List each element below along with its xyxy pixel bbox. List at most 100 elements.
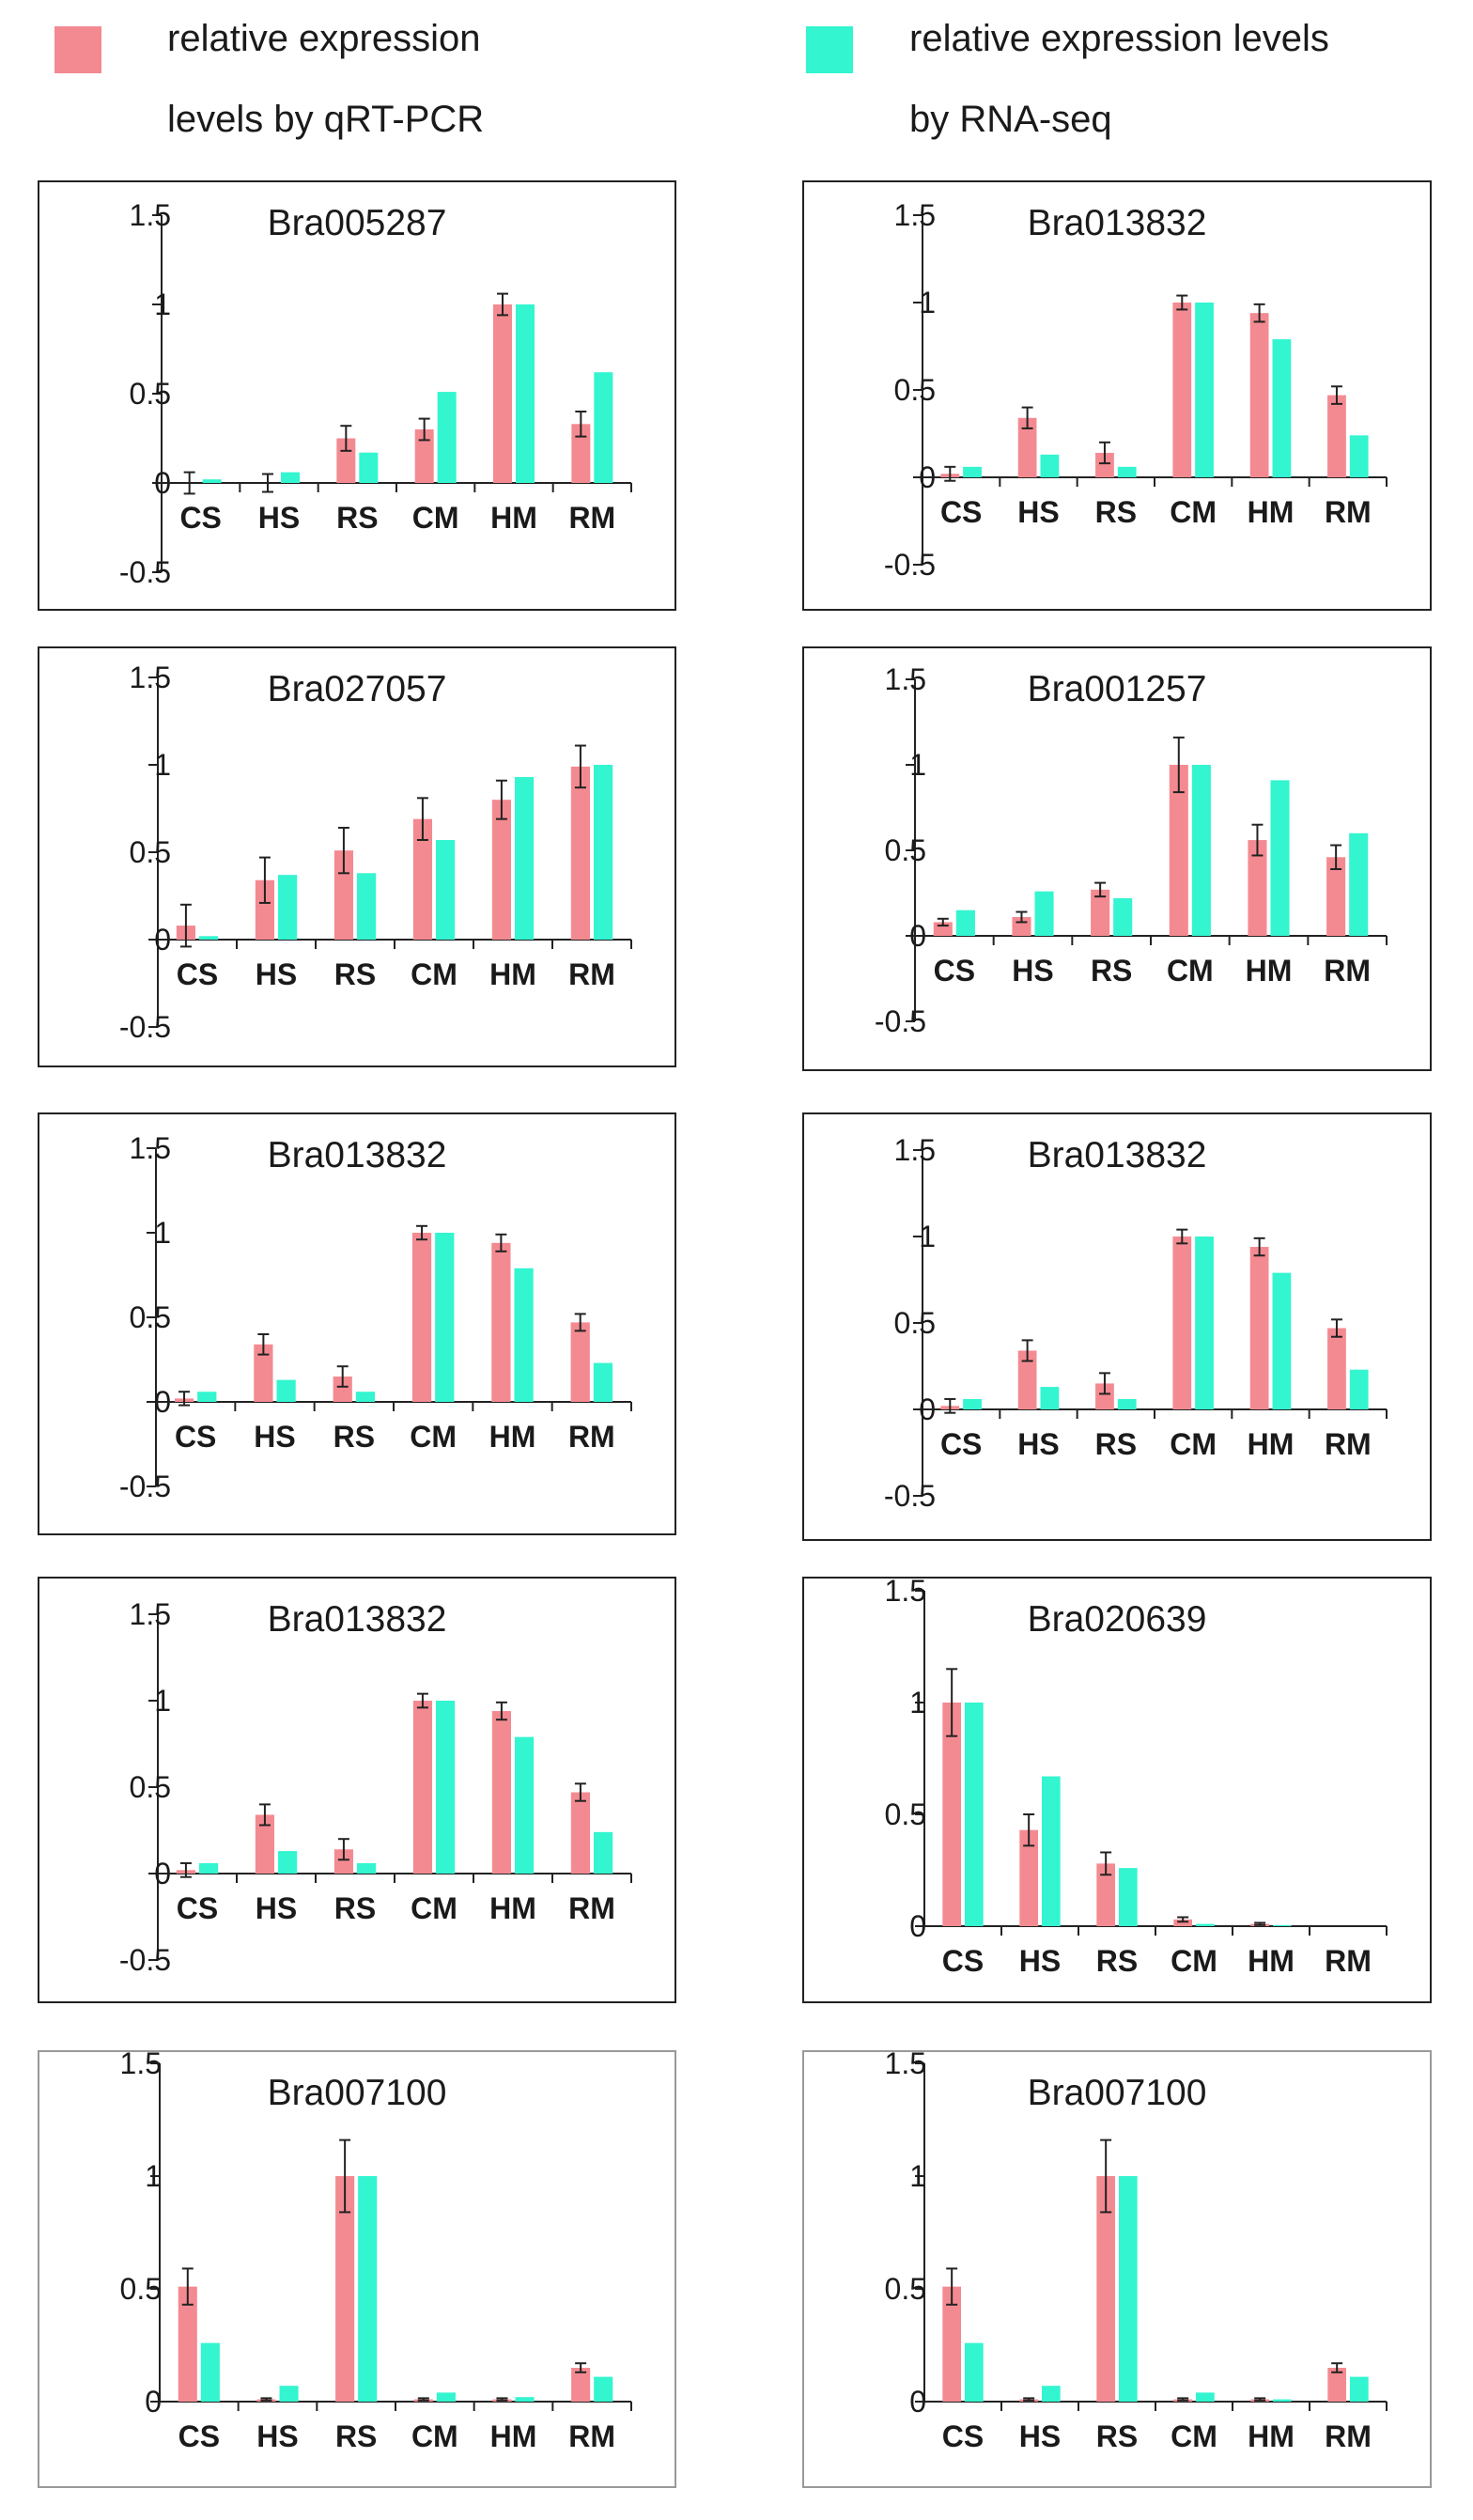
x-tick-label: CM (411, 1891, 457, 1925)
x-tick-label: HM (490, 501, 537, 535)
bar-rnaseq (1042, 1776, 1061, 1926)
legend-label-qpcr-line2: levels by qRT-PCR (167, 99, 485, 140)
bar-rnaseq (357, 1862, 377, 1874)
bar-rnaseq (1196, 1923, 1215, 1926)
bar-qpcr (412, 818, 432, 940)
bar-rnaseq (436, 2392, 456, 2402)
bar-rnaseq (1349, 435, 1369, 477)
x-tick-label: HM (489, 1420, 536, 1454)
x-tick-label: RM (1325, 2419, 1372, 2453)
y-tick-label: 0 (909, 1909, 926, 1943)
chart-panel-10: Bra007100 1.5 1 0.5 0 CS HS RS CM HM RM (802, 2046, 1432, 2488)
y-tick-label: 0.5 (130, 377, 171, 411)
x-tick-label: CS (177, 957, 218, 991)
y-tick-label: 1 (909, 748, 926, 782)
y-tick-label: 1.5 (130, 661, 171, 694)
x-tick-label: RS (1096, 2419, 1138, 2453)
y-tick-label: 1.5 (130, 198, 171, 232)
bar-qpcr (333, 1377, 352, 1402)
x-tick-label: RM (568, 957, 615, 991)
bar-qpcr (570, 766, 590, 940)
bar-qpcr (1169, 765, 1188, 936)
chart-panel-4: Bra001257 1.5 1 0.5 0 -0.5 CS HS RS CM HM RM (802, 646, 1432, 1071)
x-tick-label: HS (256, 2419, 298, 2453)
x-tick-label: HM (1248, 2419, 1295, 2453)
bar-rnaseq (1272, 339, 1292, 477)
chart-title: Bra020639 (1027, 1599, 1207, 1640)
x-tick-label: CM (1170, 1427, 1217, 1461)
x-tick-label: RS (335, 2419, 377, 2453)
x-tick-label: HS (256, 1891, 297, 1925)
bar-qpcr (1017, 1350, 1037, 1409)
chart-title: Bra013832 (267, 1599, 447, 1640)
y-tick-label: 0 (909, 2385, 926, 2419)
bar-rnaseq (516, 304, 535, 483)
y-tick-label: 1 (154, 748, 171, 782)
bar-qpcr (1327, 395, 1346, 477)
bar-qpcr (1249, 313, 1269, 477)
x-tick-label: RS (334, 957, 376, 991)
bar-qpcr (1172, 1237, 1192, 1409)
x-tick-label: HS (258, 501, 300, 535)
bar-chart: 1.5 1 0.5 0 CS HS RS CM HM RM (885, 1574, 1388, 1978)
x-tick-label: CS (177, 1891, 218, 1925)
bar-qpcr (254, 1344, 273, 1402)
chart-panel-2: Bra013832 1.5 1 0.5 0 -0.5 CS HS RS CM HM RM (802, 180, 1432, 611)
bar-qpcr (255, 879, 274, 940)
bar-rnaseq (515, 777, 535, 940)
bar-qpcr (1096, 1863, 1115, 1926)
x-tick-label: RM (1325, 1427, 1372, 1461)
y-tick-label: 0.5 (885, 833, 926, 867)
bar-qpcr (570, 1322, 590, 1402)
bar-rnaseq (437, 392, 457, 483)
x-tick-label: RM (1325, 495, 1372, 529)
bar-rnaseq (1349, 832, 1369, 936)
x-tick-label: CS (179, 501, 221, 535)
bar-rnaseq (278, 875, 298, 940)
bar-qpcr (1248, 840, 1267, 936)
x-tick-label: HS (254, 1420, 295, 1454)
bar-rnaseq (436, 839, 456, 940)
x-tick-label: CM (410, 1420, 457, 1454)
y-tick-label: 1.5 (885, 2046, 926, 2080)
x-tick-label: CM (1170, 495, 1217, 529)
bar-rnaseq (357, 873, 377, 940)
x-tick-label: HM (1246, 954, 1293, 988)
bar-rnaseq (1042, 2386, 1061, 2402)
x-tick-label: CS (940, 1427, 982, 1461)
bar-qpcr (412, 1701, 432, 1874)
bar-rnaseq (515, 2397, 535, 2402)
x-tick-label: CS (942, 1944, 984, 1978)
bar-rnaseq (359, 452, 379, 483)
bar-rnaseq (593, 1362, 613, 1402)
bar-rnaseq (594, 765, 613, 940)
y-tick-label: 1.5 (130, 1131, 171, 1165)
bar-rnaseq (955, 910, 975, 936)
bar-rnaseq (1349, 1369, 1369, 1409)
x-tick-label: RM (568, 501, 615, 535)
y-tick-label: 1 (909, 1686, 926, 1719)
x-tick-label: CS (934, 954, 975, 988)
x-tick-label: HM (1248, 1427, 1295, 1461)
y-tick-label: 1 (919, 286, 936, 319)
bar-qpcr (1173, 1919, 1192, 1926)
y-tick-label: -0.5 (119, 1470, 171, 1503)
x-tick-label: CS (175, 1420, 216, 1454)
x-tick-label: RS (1095, 1427, 1137, 1461)
chart-panel-9: Bra007100 1.5 1 0.5 0 CS HS RS CM HM RM (38, 2046, 676, 2488)
bar-qpcr (335, 2176, 355, 2402)
x-tick-label: CS (940, 495, 982, 529)
bar-rnaseq (1195, 1237, 1214, 1409)
bar-chart: 1.5 1 0.5 0 CS HS RS CM HM RM (120, 2046, 632, 2453)
x-tick-label: RS (336, 501, 378, 535)
bar-rnaseq (279, 2386, 299, 2402)
y-tick-label: 1.5 (130, 1597, 171, 1631)
y-tick-label: 0.5 (130, 1300, 171, 1334)
y-tick-label: 1 (145, 2159, 162, 2193)
bar-rnaseq (1272, 1272, 1292, 1409)
bar-rnaseq (1040, 454, 1060, 477)
bar-qpcr (333, 1849, 353, 1874)
bar-rnaseq (1117, 466, 1137, 477)
x-tick-label: HS (1019, 2419, 1061, 2453)
bar-rnaseq (965, 2342, 984, 2402)
